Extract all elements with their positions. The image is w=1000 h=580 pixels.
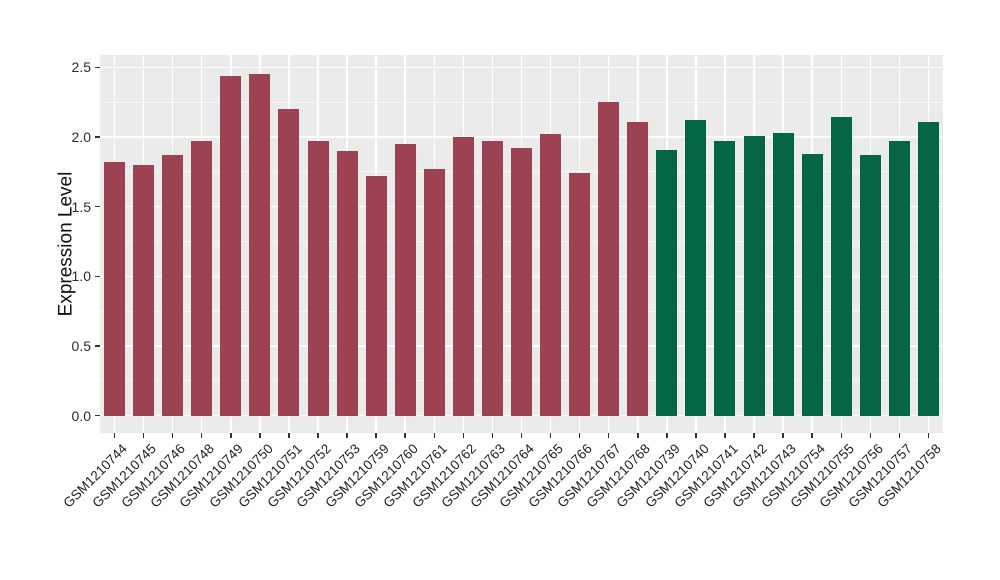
x-tick-label-text: GSM1210757 bbox=[845, 441, 915, 511]
y-axis-title-text: Expression Level bbox=[55, 171, 77, 317]
x-tick-label-text: GSM1210759 bbox=[322, 441, 392, 511]
x-tick-mark bbox=[113, 433, 116, 438]
x-tick-mark bbox=[666, 433, 668, 438]
x-tick-label-text: GSM1210767 bbox=[554, 441, 625, 511]
x-tick-label-text: GSM1210763 bbox=[438, 441, 509, 511]
bar bbox=[278, 109, 300, 416]
x-tick-mark bbox=[520, 433, 523, 438]
x-tick-label-text: GSM1210753 bbox=[293, 441, 363, 511]
x-tick-label-text: GSM1210764 bbox=[467, 441, 538, 511]
x-tick-mark bbox=[288, 433, 290, 438]
bar bbox=[714, 141, 736, 416]
bar bbox=[220, 75, 242, 416]
x-tick-label-text: GSM1210748 bbox=[147, 441, 218, 511]
bar bbox=[772, 132, 794, 416]
x-tick-mark bbox=[927, 433, 930, 438]
x-tick-mark bbox=[404, 433, 406, 438]
x-tick-label-text: GSM1210751 bbox=[235, 441, 305, 511]
bar bbox=[365, 176, 387, 416]
x-tick-label-text: GSM1210743 bbox=[729, 441, 799, 511]
bar bbox=[307, 141, 329, 416]
bar bbox=[685, 120, 707, 416]
x-tick-mark bbox=[549, 433, 552, 438]
x-tick-label-text: GSM1210765 bbox=[496, 441, 567, 511]
x-tick-mark bbox=[578, 433, 581, 438]
bar bbox=[511, 148, 532, 416]
bar bbox=[801, 153, 823, 416]
bar bbox=[133, 164, 155, 416]
x-tick-label-text: GSM1210750 bbox=[205, 441, 276, 511]
x-tick-mark bbox=[607, 433, 610, 438]
y-axis-title: Expression Level bbox=[46, 55, 86, 433]
x-tick-mark bbox=[811, 433, 813, 438]
bar bbox=[859, 155, 881, 416]
bar bbox=[888, 141, 910, 416]
bar bbox=[336, 150, 358, 416]
x-tick-label-text: GSM1210762 bbox=[409, 441, 479, 511]
x-tick-mark bbox=[142, 433, 145, 438]
x-tick-mark bbox=[317, 433, 319, 438]
x-tick-mark bbox=[840, 433, 842, 438]
bar bbox=[830, 117, 852, 416]
bar bbox=[481, 141, 503, 416]
x-tick-mark bbox=[230, 433, 232, 438]
x-tick-label-text: GSM1210768 bbox=[583, 441, 654, 511]
bar bbox=[423, 169, 445, 416]
bar bbox=[249, 74, 271, 416]
bar bbox=[917, 121, 939, 416]
x-tick-label-text: GSM1210744 bbox=[60, 441, 131, 511]
x-tick-label-text: GSM1210746 bbox=[118, 441, 189, 511]
x-tick-label-text: GSM1210740 bbox=[641, 441, 712, 511]
x-tick-mark bbox=[753, 433, 755, 438]
x-tick-label-text: GSM1210766 bbox=[525, 441, 596, 511]
x-tick-label-text: GSM1210745 bbox=[89, 441, 160, 511]
bar bbox=[540, 134, 562, 416]
bar bbox=[627, 121, 649, 416]
bar bbox=[598, 102, 620, 416]
x-tick-mark bbox=[200, 433, 203, 438]
x-tick-mark bbox=[433, 433, 436, 438]
x-tick-mark bbox=[346, 433, 348, 438]
x-tick-mark bbox=[375, 433, 377, 438]
bar bbox=[191, 141, 213, 416]
bar bbox=[394, 143, 416, 416]
x-tick-mark bbox=[898, 433, 901, 438]
x-tick-label-text: GSM1210756 bbox=[816, 441, 886, 511]
x-tick-label-text: GSM1210741 bbox=[671, 441, 741, 511]
x-tick-mark bbox=[171, 433, 174, 438]
x-tick-mark bbox=[259, 433, 261, 438]
x-tick-mark bbox=[491, 433, 494, 438]
x-tick-label-text: GSM1210749 bbox=[176, 441, 247, 511]
bar bbox=[452, 137, 474, 416]
x-tick-label-text: GSM1210758 bbox=[874, 441, 945, 511]
x-tick-label-text: GSM1210754 bbox=[758, 441, 828, 511]
plot-panel bbox=[100, 55, 943, 433]
bar bbox=[569, 173, 591, 416]
x-tick-mark bbox=[695, 433, 697, 438]
x-tick-mark bbox=[462, 433, 465, 438]
x-tick-mark bbox=[782, 433, 784, 438]
bar bbox=[162, 155, 184, 416]
x-tick-mark bbox=[724, 433, 726, 438]
x-tick-label-text: GSM1210761 bbox=[380, 441, 450, 511]
bar bbox=[104, 162, 126, 416]
bar bbox=[656, 149, 678, 416]
x-tick-label-text: GSM1210752 bbox=[264, 441, 334, 511]
x-tick-label-text: GSM1210755 bbox=[787, 441, 857, 511]
x-tick-label-text: GSM1210739 bbox=[612, 441, 683, 511]
x-tick-mark bbox=[869, 433, 872, 438]
bar bbox=[743, 135, 765, 416]
x-tick-label-text: GSM1210742 bbox=[700, 441, 770, 511]
x-tick-mark bbox=[637, 433, 639, 438]
x-tick-label-text: GSM1210760 bbox=[351, 441, 421, 511]
